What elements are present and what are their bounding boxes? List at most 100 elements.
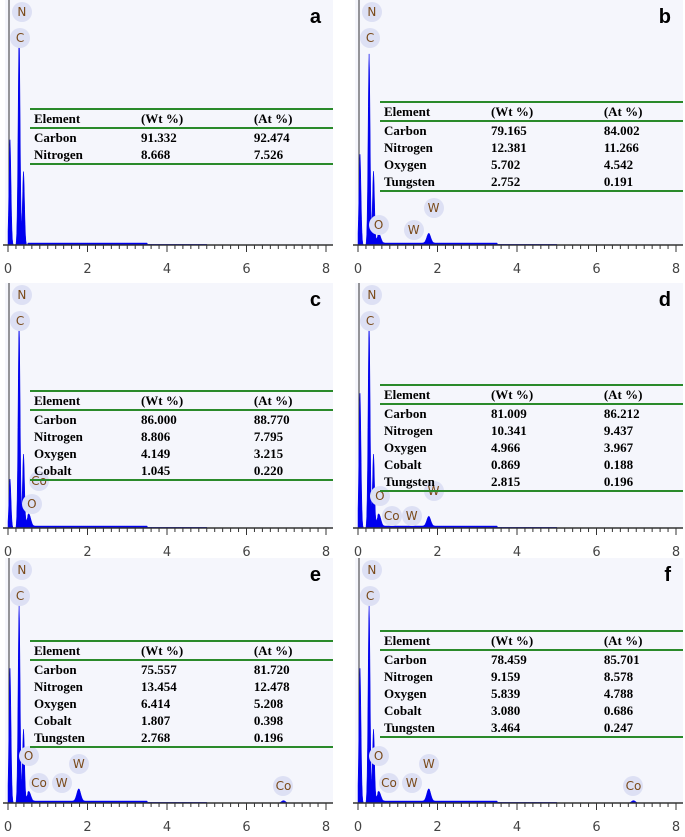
table-header: Element (Wt %) (At %) <box>380 632 683 651</box>
peak-label-co: Co <box>273 775 294 796</box>
table-row: Nitrogen 12.381 11.266 <box>380 139 683 156</box>
column-header: (At %) <box>603 387 643 402</box>
column-header: Element <box>34 111 81 126</box>
peak-label-co: Co <box>29 773 49 794</box>
peak-label-n: N <box>361 560 382 580</box>
table-cell: Carbon <box>34 662 77 677</box>
table-cell: Carbon <box>384 123 427 138</box>
column-header: Element <box>34 393 81 408</box>
peak-label-n: N <box>11 285 32 305</box>
plot-area <box>355 0 683 245</box>
x-tick-label: 0 <box>354 262 362 277</box>
table-cell: 7.526 <box>253 147 284 162</box>
table-cell: 75.557 <box>140 662 177 677</box>
peak-label-n: N <box>11 560 32 580</box>
x-tick-label: 4 <box>163 820 171 835</box>
x-tick-label: 2 <box>83 262 91 277</box>
table-row: Oxygen 5.702 4.542 <box>380 156 683 173</box>
x-tick-label: 4 <box>163 262 171 277</box>
table-cell: Oxygen <box>384 157 427 172</box>
spectrum-chart: 0 2 4 6 8 <box>3 0 333 277</box>
table-header: Element (Wt %) (At %) <box>30 642 333 661</box>
x-tick-label: 6 <box>592 262 600 277</box>
table-cell: 4.966 <box>490 440 521 455</box>
x-tick-label: 2 <box>433 262 441 277</box>
table-cell: 0.188 <box>603 457 634 472</box>
table-cell: 3.967 <box>603 440 634 455</box>
composition-table: Element (Wt %) (At %) Carbon 91.332 92.474 Nit… <box>30 108 333 165</box>
table-row: Nitrogen 9.159 8.578 <box>380 668 683 685</box>
table-cell: 85.701 <box>603 652 640 667</box>
table-row: Tungsten 3.464 0.247 <box>380 719 683 736</box>
panel-letter: d <box>658 289 671 311</box>
table-cell: Cobalt <box>384 457 422 472</box>
spectrum-panel-e: 0 2 4 6 8 N C O Co W W Co e Element (Wt %) (At %) Carbon… <box>0 558 335 837</box>
table-cell: Nitrogen <box>34 147 83 162</box>
x-tick-label: 2 <box>433 545 441 560</box>
panel-letter: c <box>309 289 321 311</box>
x-tick-label: 4 <box>513 545 521 560</box>
table-cell: Oxygen <box>384 686 427 701</box>
table-cell: 0.220 <box>253 463 284 478</box>
table-cell: 0.247 <box>603 720 634 735</box>
table-cell: Oxygen <box>34 446 77 461</box>
table-cell: Nitrogen <box>34 429 83 444</box>
table-row: Cobalt 1.807 0.398 <box>30 712 333 729</box>
table-row: Nitrogen 8.806 7.795 <box>30 428 333 445</box>
column-header: (Wt %) <box>140 393 184 408</box>
table-cell: 86.000 <box>140 412 177 427</box>
x-tick-label: 6 <box>242 262 250 277</box>
panel-letter: b <box>658 6 671 28</box>
table-row: Nitrogen 10.341 9.437 <box>380 422 683 439</box>
plot-area <box>5 283 333 528</box>
plot-area <box>355 283 683 528</box>
x-tick-label: 8 <box>672 262 680 277</box>
x-tick-label: 8 <box>322 262 330 277</box>
x-tick-label: 0 <box>354 545 362 560</box>
spectrum-chart: 0 2 4 6 8 <box>353 283 683 560</box>
peak-label-co: Co <box>381 505 402 526</box>
x-tick-label: 8 <box>322 820 330 835</box>
peak-label-n: N <box>361 285 382 305</box>
spectrum-panel-f: 0 2 4 6 8 N C O Co W W Co f Element (Wt %) (At %) Carbon… <box>350 558 685 837</box>
table-cell: Nitrogen <box>384 423 433 438</box>
table-cell: Carbon <box>34 130 77 145</box>
x-tick-label: 8 <box>322 545 330 560</box>
table-row: Nitrogen 8.668 7.526 <box>30 146 333 163</box>
table-cell: 0.191 <box>603 174 634 189</box>
table-cell: 2.768 <box>140 730 171 745</box>
table-cell: 3.464 <box>490 720 521 735</box>
table-cell: 5.208 <box>253 696 284 711</box>
table-header: Element (Wt %) (At %) <box>380 103 683 122</box>
peak-label-c: C <box>10 311 31 331</box>
table-cell: 0.196 <box>253 730 284 745</box>
table-row: Carbon 91.332 92.474 <box>30 129 333 146</box>
spectrum-chart: 0 2 4 6 8 <box>3 558 333 835</box>
table-cell: 1.807 <box>140 713 171 728</box>
column-header: Element <box>34 643 81 658</box>
peak-label-c: C <box>360 28 381 48</box>
table-row: Oxygen 6.414 5.208 <box>30 695 333 712</box>
table-cell: 81.009 <box>490 406 527 421</box>
table-cell: Tungsten <box>384 720 435 735</box>
peak-label-o: O <box>21 493 42 514</box>
table-cell: 8.806 <box>140 429 171 444</box>
table-cell: 6.414 <box>140 696 171 711</box>
table-row: Tungsten 2.815 0.196 <box>380 473 683 490</box>
table-cell: 9.159 <box>490 669 521 684</box>
peak-label-co: Co <box>379 773 399 794</box>
table-cell: 0.686 <box>603 703 634 718</box>
x-tick-label: 8 <box>672 820 680 835</box>
spectrum-chart: 0 2 4 6 8 <box>3 283 333 560</box>
table-cell: 1.045 <box>140 463 171 478</box>
table-cell: 78.459 <box>490 652 527 667</box>
table-cell: Oxygen <box>384 440 427 455</box>
column-header: (Wt %) <box>490 633 534 648</box>
table-row: Tungsten 2.752 0.191 <box>380 173 683 190</box>
peak-label-c: C <box>360 311 381 331</box>
x-tick-label: 2 <box>83 820 91 835</box>
table-row: Tungsten 2.768 0.196 <box>30 729 333 746</box>
x-tick-label: 0 <box>4 545 12 560</box>
peak-label-w: W <box>423 198 444 219</box>
